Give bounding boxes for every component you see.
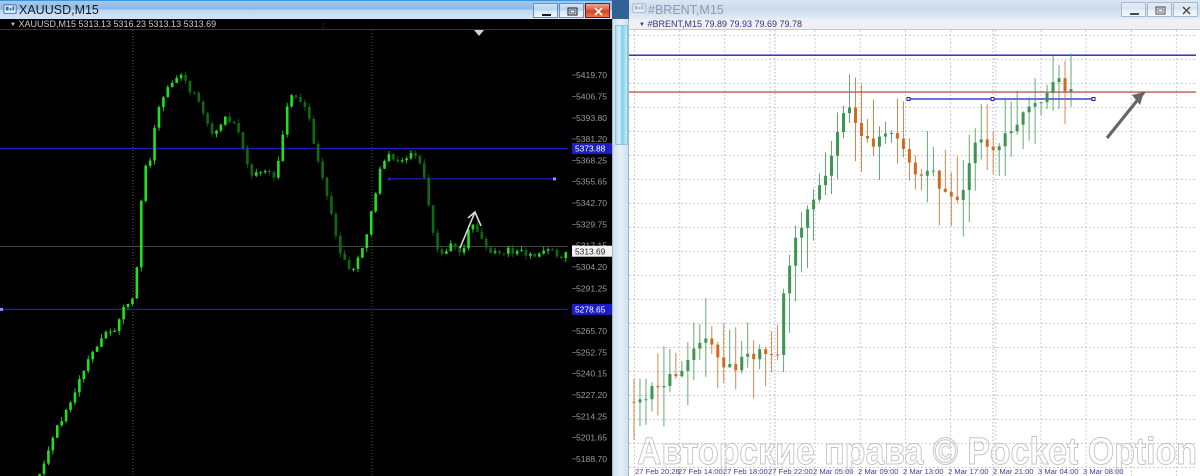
svg-text:5265.70: 5265.70 xyxy=(576,326,607,336)
svg-text:5419.70: 5419.70 xyxy=(576,70,607,80)
svg-text:5313.69: 5313.69 xyxy=(575,246,606,256)
svg-text:5227.20: 5227.20 xyxy=(576,390,607,400)
svg-text:27 Feb 20:26: 27 Feb 20:26 xyxy=(635,467,680,476)
svg-text:5381.20: 5381.20 xyxy=(576,134,607,144)
svg-text:5368.25: 5368.25 xyxy=(576,156,607,166)
svg-text:3 Mar 08:00: 3 Mar 08:00 xyxy=(1083,467,1124,476)
svg-text:5291.25: 5291.25 xyxy=(576,284,607,294)
svg-text:27 Feb 14:00: 27 Feb 14:00 xyxy=(678,467,723,476)
svg-text:2 Mar 13:00: 2 Mar 13:00 xyxy=(903,467,944,476)
svg-text:3 Mar 04:00: 3 Mar 04:00 xyxy=(1038,467,1079,476)
svg-text:5188.70: 5188.70 xyxy=(576,454,607,464)
svg-text:2 Mar 05:00: 2 Mar 05:00 xyxy=(813,467,854,476)
svg-text:5214.25: 5214.25 xyxy=(576,411,607,421)
svg-text:5406.75: 5406.75 xyxy=(576,92,607,102)
svg-text:27 Feb 22:00: 27 Feb 22:00 xyxy=(768,467,813,476)
svg-text:5240.15: 5240.15 xyxy=(576,368,607,378)
svg-text:5373.88: 5373.88 xyxy=(575,144,606,154)
svg-text:5201.65: 5201.65 xyxy=(576,432,607,442)
svg-text:2 Mar 21:00: 2 Mar 21:00 xyxy=(993,467,1034,476)
svg-text:5304.20: 5304.20 xyxy=(576,262,607,272)
svg-text:5278.65: 5278.65 xyxy=(575,305,606,315)
svg-text:27 Feb 18:00: 27 Feb 18:00 xyxy=(723,467,768,476)
svg-text:5252.75: 5252.75 xyxy=(576,348,607,358)
svg-text:2 Mar 17:00: 2 Mar 17:00 xyxy=(948,467,989,476)
svg-text:5355.65: 5355.65 xyxy=(576,176,607,186)
svg-text:5342.70: 5342.70 xyxy=(576,198,607,208)
svg-text:5329.75: 5329.75 xyxy=(576,220,607,230)
svg-text:5393.80: 5393.80 xyxy=(576,113,607,123)
svg-text:2 Mar 09:00: 2 Mar 09:00 xyxy=(858,467,899,476)
